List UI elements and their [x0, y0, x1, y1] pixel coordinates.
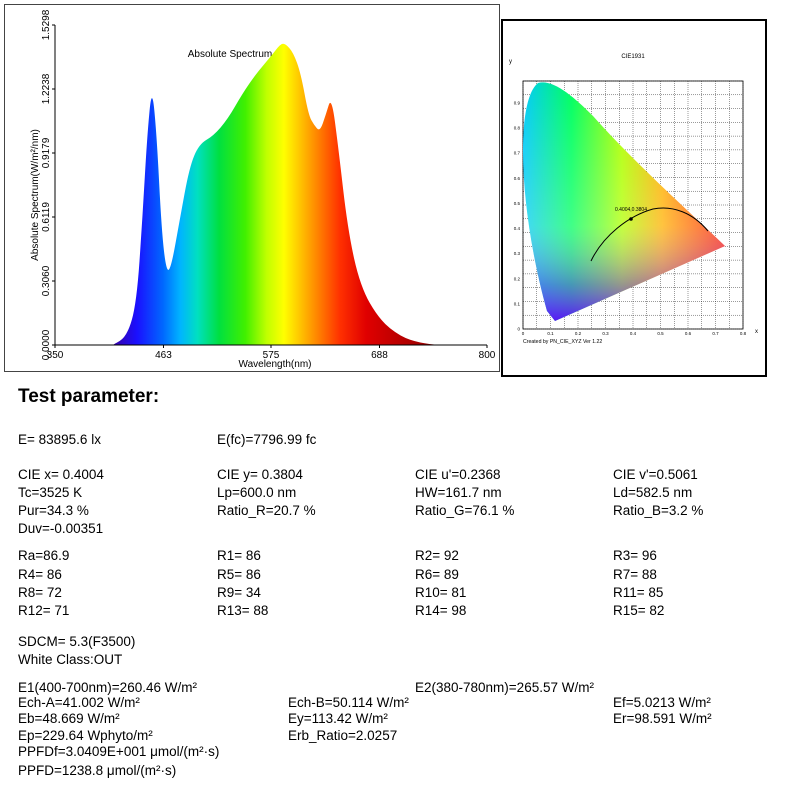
- parameter-value: Ech-A=41.002 W/m²: [18, 695, 140, 710]
- parameter-value: PPFDf=3.0409E+001 μmol/(m²·s): [18, 744, 220, 759]
- spectrum-x-label: Wavelength(nm): [239, 359, 312, 370]
- parameter-value: CIE y= 0.3804: [217, 467, 303, 482]
- parameter-value: E1(400-700nm)=260.46 W/m²: [18, 680, 197, 695]
- parameter-value: R3= 96: [613, 548, 657, 563]
- parameter-value: Tc=3525 K: [18, 485, 83, 500]
- parameter-value: PPFD=1238.8 μmol/(m²·s): [18, 763, 177, 778]
- spectral-locus-shade: [523, 82, 725, 321]
- parameter-value: Eb=48.669 W/m²: [18, 711, 120, 726]
- parameter-value: R12= 71: [18, 603, 70, 618]
- cie-x-tick-label: 0.7: [712, 331, 719, 336]
- cie-x-tick-label: 0.2: [575, 331, 582, 336]
- parameter-value: CIE x= 0.4004: [18, 467, 104, 482]
- spectrum-x-tick-label: 800: [479, 350, 496, 361]
- cie-x-tick-label: 0.1: [547, 331, 554, 336]
- parameter-value: Duv=-0.00351: [18, 521, 104, 536]
- spectrum-y-tick-label: 0.0000: [41, 329, 52, 360]
- parameter-value: R5= 86: [217, 567, 261, 582]
- spectrum-chart: Absolute Spectrum 0.0000 0.3060 0.6119 0.91…: [30, 9, 496, 370]
- cie-point-label: 0.4004,0.3804: [615, 207, 647, 213]
- spectrum-x-tick-label: 463: [155, 350, 172, 361]
- parameter-value: Ey=113.42 W/m²: [288, 711, 388, 726]
- planckian-locus: [590, 207, 709, 262]
- cie-diagram: CIE1931 y 0.4004,0.3804 0 0.1 0.2 0.3 0.4 0.5…: [509, 54, 758, 345]
- cie-title: CIE1931: [621, 54, 645, 60]
- parameter-value: R4= 86: [18, 567, 62, 582]
- parameter-value: R8= 72: [18, 585, 62, 600]
- cie-y-tick-label: 0.1: [514, 301, 521, 306]
- cie-y-tick-label: 0.5: [514, 201, 521, 206]
- parameter-value: CIE v'=0.5061: [613, 467, 698, 482]
- parameter-value: R14= 98: [415, 603, 467, 618]
- cie-y-tick-label: 0: [517, 327, 520, 332]
- parameter-value: Lp=600.0 nm: [217, 485, 297, 500]
- spectrum-title: Absolute Spectrum: [188, 49, 273, 60]
- cie-diagram-panel: CIE1931 y 0.4004,0.3804 0 0.1 0.2 0.3 0.4 0.5…: [501, 19, 767, 377]
- cie-x-tick-label: 0.5: [657, 331, 664, 336]
- spectrum-y-tick-label: 0.9179: [41, 137, 52, 168]
- cie-y-tick-label: 0.2: [514, 276, 521, 281]
- parameter-value: R2= 92: [415, 548, 459, 563]
- spectrum-x-tick-label: 688: [371, 350, 388, 361]
- spectrum-y-tick-label: 0.3060: [41, 265, 52, 296]
- parameter-value: Ra=86.9: [18, 548, 70, 563]
- test-parameter-heading: Test parameter:: [18, 386, 160, 407]
- spectrum-x-tick-label: 575: [263, 350, 280, 361]
- cie-x-tick-label: 0.8: [740, 331, 747, 336]
- cie-plot-frame: [522, 80, 744, 330]
- parameter-value: R7= 88: [613, 567, 657, 582]
- chromaticity-point: [629, 217, 633, 221]
- spectrum-y-tick-label: 1.2238: [41, 73, 52, 104]
- parameter-value: HW=161.7 nm: [415, 485, 502, 500]
- parameter-value: R9= 34: [217, 585, 261, 600]
- spectrum-y-tick-label: 0.6119: [41, 202, 52, 232]
- cie-x-tick-label: 0.4: [630, 331, 637, 336]
- parameter-value: E(fc)=7796.99 fc: [217, 432, 317, 447]
- parameter-value: Ratio_R=20.7 %: [217, 503, 316, 518]
- parameter-value: Ld=582.5 nm: [613, 485, 693, 500]
- parameter-value: Ef=5.0213 W/m²: [613, 695, 711, 710]
- parameter-value: Ratio_G=76.1 %: [415, 503, 515, 518]
- cie-y-axis-name: y: [509, 59, 512, 65]
- cie-y-tick-label: 0.4: [514, 226, 521, 231]
- cie-y-tick-label: 0.7: [514, 151, 521, 156]
- cie-x-tick-label: 0.6: [685, 331, 692, 336]
- parameter-value: Erb_Ratio=2.0257: [288, 728, 398, 743]
- parameter-value: R15= 82: [613, 603, 665, 618]
- parameter-value: E= 83895.6 lx: [18, 432, 101, 447]
- parameter-value: R10= 81: [415, 585, 467, 600]
- parameter-value: Ech-B=50.114 W/m²: [288, 695, 409, 710]
- parameter-value: Ep=229.64 Wphyto/m²: [18, 728, 153, 743]
- spectrum-x-tick-label: 350: [47, 350, 64, 361]
- cie-y-tick-label: 0.8: [514, 126, 521, 131]
- spectrum-chart-panel: Absolute Spectrum 0.0000 0.3060 0.6119 0.91…: [4, 4, 500, 372]
- parameter-value: CIE u'=0.2368: [415, 467, 501, 482]
- parameter-value: E2(380-780nm)=265.57 W/m²: [415, 680, 594, 695]
- cie-y-tick-label: 0.9: [514, 101, 521, 106]
- parameter-value: Ratio_B=3.2 %: [613, 503, 704, 518]
- cie-x-tick-label: 0: [522, 331, 525, 336]
- parameter-value: R6= 89: [415, 567, 459, 582]
- cie-footer: Created by PN_CIE_XYZ Ver 1.22: [523, 339, 602, 345]
- parameter-value: Er=98.591 W/m²: [613, 711, 712, 726]
- cie-y-tick-label: 0.6: [514, 176, 521, 181]
- cie-y-tick-label: 0.3: [514, 251, 521, 256]
- cie-x-axis-name: x: [755, 329, 758, 335]
- spectrum-y-label: Absolute Spectrum(W/m²/nm): [30, 129, 41, 261]
- parameter-value: White Class:OUT: [18, 652, 123, 667]
- parameter-value: R1= 86: [217, 548, 261, 563]
- cie-x-tick-label: 0.3: [602, 331, 609, 336]
- parameter-value: SDCM= 5.3(F3500): [18, 634, 136, 649]
- parameter-value: Pur=34.3 %: [18, 503, 89, 518]
- parameter-value: R11= 85: [613, 585, 664, 600]
- spectrum-y-tick-label: 1.5298: [41, 9, 52, 40]
- spectrum-area: [112, 43, 439, 346]
- parameter-value: R13= 88: [217, 603, 269, 618]
